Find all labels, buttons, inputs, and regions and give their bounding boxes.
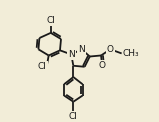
Text: Cl: Cl	[38, 62, 47, 71]
Text: N: N	[78, 45, 85, 54]
Text: Cl: Cl	[46, 16, 55, 25]
Text: CH₃: CH₃	[123, 49, 139, 58]
Text: O: O	[99, 61, 106, 70]
Text: O: O	[107, 45, 114, 54]
Text: N: N	[68, 50, 75, 59]
Text: Cl: Cl	[69, 112, 78, 121]
